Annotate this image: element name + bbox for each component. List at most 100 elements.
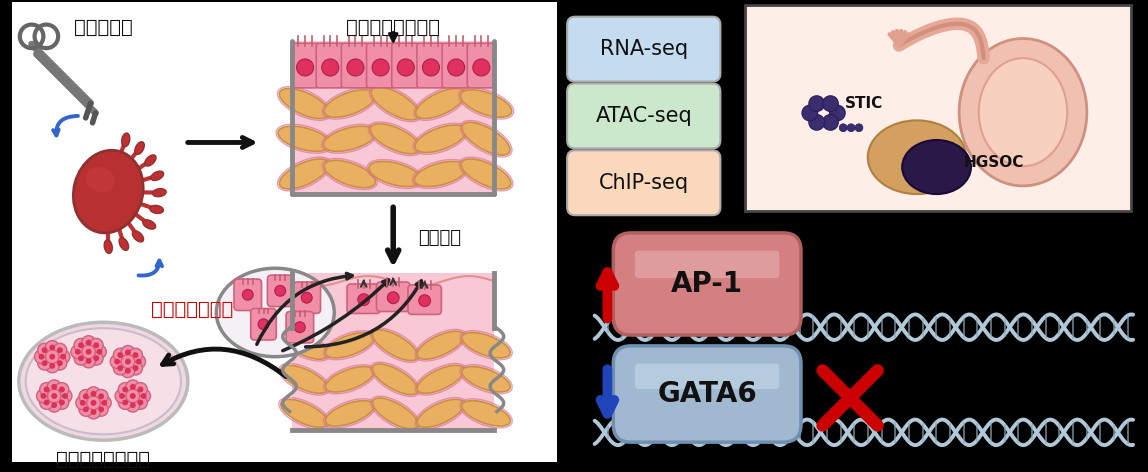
FancyBboxPatch shape xyxy=(366,43,395,88)
Circle shape xyxy=(855,124,863,132)
Circle shape xyxy=(37,389,51,403)
Circle shape xyxy=(76,396,90,410)
FancyBboxPatch shape xyxy=(417,43,445,88)
Circle shape xyxy=(301,292,312,303)
Circle shape xyxy=(125,349,131,355)
Circle shape xyxy=(79,403,93,416)
FancyBboxPatch shape xyxy=(635,251,779,278)
Ellipse shape xyxy=(86,167,115,193)
Ellipse shape xyxy=(326,401,374,426)
FancyBboxPatch shape xyxy=(286,312,313,343)
Circle shape xyxy=(847,124,855,132)
Circle shape xyxy=(93,342,99,348)
Ellipse shape xyxy=(278,126,331,152)
Circle shape xyxy=(133,365,139,371)
Ellipse shape xyxy=(281,365,328,393)
Circle shape xyxy=(82,345,95,359)
Circle shape xyxy=(39,354,45,360)
Text: ChIP-seq: ChIP-seq xyxy=(599,173,689,193)
FancyBboxPatch shape xyxy=(467,43,496,88)
Bar xyxy=(745,5,1131,211)
Ellipse shape xyxy=(414,125,466,152)
Circle shape xyxy=(422,59,440,76)
Circle shape xyxy=(53,356,67,370)
Circle shape xyxy=(138,399,144,405)
Text: 発がんモデル細胞: 発がんモデル細胞 xyxy=(56,450,150,469)
Circle shape xyxy=(49,345,55,350)
Circle shape xyxy=(358,294,370,305)
Ellipse shape xyxy=(149,205,163,213)
FancyBboxPatch shape xyxy=(442,43,471,88)
Circle shape xyxy=(119,393,125,399)
Circle shape xyxy=(121,346,134,359)
Ellipse shape xyxy=(959,39,1087,186)
Circle shape xyxy=(57,347,63,353)
Circle shape xyxy=(47,389,61,403)
Circle shape xyxy=(117,365,123,371)
FancyBboxPatch shape xyxy=(341,43,370,88)
Ellipse shape xyxy=(104,240,113,253)
Text: GATA6: GATA6 xyxy=(658,380,757,408)
Bar xyxy=(293,41,494,194)
Ellipse shape xyxy=(145,155,156,166)
Circle shape xyxy=(137,389,150,403)
Circle shape xyxy=(101,400,107,406)
FancyBboxPatch shape xyxy=(613,233,801,335)
Text: HGSOC: HGSOC xyxy=(964,155,1024,169)
Ellipse shape xyxy=(461,367,511,392)
Circle shape xyxy=(59,389,72,403)
Circle shape xyxy=(321,59,339,76)
Ellipse shape xyxy=(279,88,329,118)
Circle shape xyxy=(130,402,135,408)
Circle shape xyxy=(59,399,64,405)
Circle shape xyxy=(49,354,55,360)
Circle shape xyxy=(126,398,140,412)
Circle shape xyxy=(34,350,48,363)
Text: 単離培養: 単離培養 xyxy=(418,229,460,247)
Ellipse shape xyxy=(417,399,464,427)
Circle shape xyxy=(138,387,144,392)
Circle shape xyxy=(129,361,142,375)
Circle shape xyxy=(40,396,54,409)
Circle shape xyxy=(117,352,123,358)
Ellipse shape xyxy=(119,237,129,250)
Circle shape xyxy=(86,340,92,346)
FancyBboxPatch shape xyxy=(567,17,721,82)
Circle shape xyxy=(47,398,61,412)
Text: AP-1: AP-1 xyxy=(672,270,743,298)
Circle shape xyxy=(99,394,104,399)
Circle shape xyxy=(46,359,60,373)
Circle shape xyxy=(79,389,93,403)
Circle shape xyxy=(53,343,67,357)
FancyBboxPatch shape xyxy=(613,346,801,442)
Circle shape xyxy=(57,360,63,366)
Circle shape xyxy=(809,115,824,130)
Circle shape xyxy=(86,405,100,419)
Circle shape xyxy=(114,348,127,362)
Circle shape xyxy=(397,59,414,76)
Ellipse shape xyxy=(281,331,328,359)
Circle shape xyxy=(133,383,147,396)
Circle shape xyxy=(839,124,847,132)
Circle shape xyxy=(49,363,55,369)
FancyBboxPatch shape xyxy=(377,282,410,312)
Circle shape xyxy=(114,361,127,375)
Circle shape xyxy=(82,336,95,349)
Circle shape xyxy=(91,391,96,396)
Ellipse shape xyxy=(281,399,328,427)
Circle shape xyxy=(133,396,147,409)
Circle shape xyxy=(294,322,305,333)
Circle shape xyxy=(132,355,146,369)
Circle shape xyxy=(830,105,845,121)
Ellipse shape xyxy=(417,365,464,393)
Ellipse shape xyxy=(372,398,418,429)
Circle shape xyxy=(86,358,92,364)
Circle shape xyxy=(52,402,57,408)
Text: 卵管分泌上皮細胞: 卵管分泌上皮細胞 xyxy=(347,17,440,37)
Circle shape xyxy=(130,393,135,399)
Ellipse shape xyxy=(326,367,374,392)
Circle shape xyxy=(86,396,100,410)
FancyBboxPatch shape xyxy=(293,282,320,313)
Circle shape xyxy=(121,364,134,378)
Circle shape xyxy=(126,389,140,403)
